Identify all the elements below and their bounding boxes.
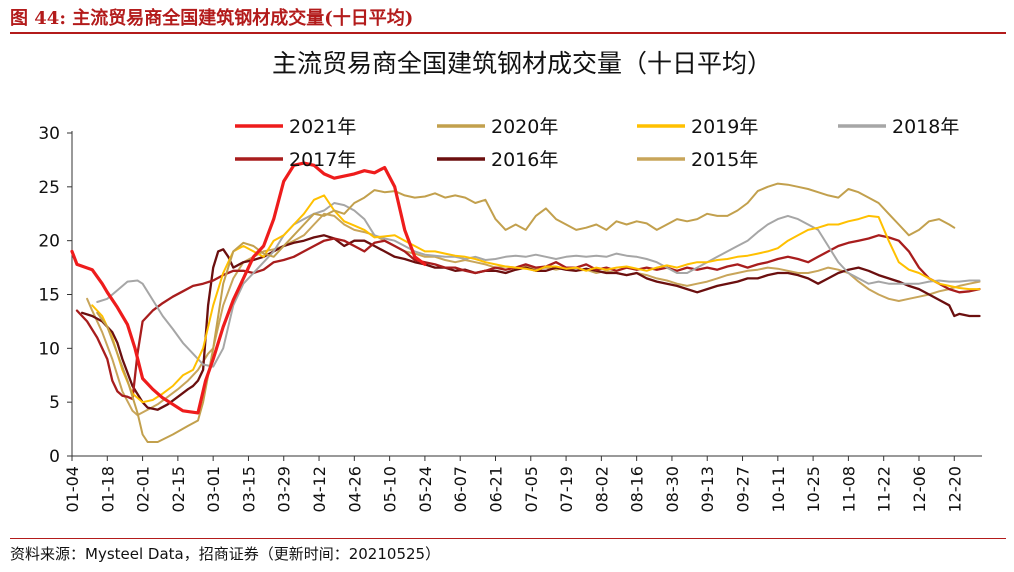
source-note: 资料来源：Mysteel Data，招商证券（更新时间：20210525） — [10, 545, 441, 563]
line-chart: 主流贸易商全国建筑钢材成交量（十日平均） 0 5 10 15 20 25 30 01-04 01… — [38, 49, 982, 513]
legend-label: 2019年 — [691, 116, 758, 138]
y-tick-label: 15 — [38, 286, 60, 306]
x-tick-label: 07-19 — [557, 466, 576, 513]
y-tick-label: 0 — [49, 447, 60, 467]
legend: 2021年 2020年 2019年 2018年 2017年 2016年 2015年 — [235, 116, 959, 171]
x-tick-label: 10-11 — [769, 466, 788, 513]
legend-label: 2021年 — [289, 116, 356, 138]
x-tick-label: 09-13 — [698, 466, 717, 513]
x-tick-label: 11-22 — [875, 466, 894, 513]
x-tick-label: 04-12 — [310, 466, 329, 513]
axes-group: 0 5 10 15 20 25 30 01-04 01-18 02-01 02-15 03-01 03-… — [38, 124, 982, 513]
series-line-2021 — [70, 161, 427, 415]
x-tick-label: 08-30 — [663, 466, 682, 513]
series-line-2016 — [80, 234, 981, 411]
x-tick-label: 06-07 — [451, 466, 470, 513]
x-tick-label: 08-02 — [592, 466, 611, 513]
x-tick-label: 10-25 — [804, 466, 823, 513]
legend-label: 2018年 — [892, 116, 959, 138]
figure-title: 图 44: 主流贸易商全国建筑钢材成交量(十日平均) — [10, 8, 414, 29]
chart-title: 主流贸易商全国建筑钢材成交量（十日平均） — [272, 49, 772, 78]
x-tick-label: 08-16 — [628, 466, 647, 513]
legend-label: 2015年 — [691, 149, 758, 171]
x-tick-label: 07-05 — [522, 466, 541, 513]
source-rule — [10, 538, 1006, 539]
x-tick-label: 12-20 — [945, 466, 964, 513]
y-tick-label: 5 — [49, 393, 60, 413]
x-tick-label: 06-21 — [486, 466, 505, 513]
x-tick-label: 11-08 — [839, 466, 858, 513]
x-tick-label: 12-06 — [910, 466, 929, 513]
title-rule — [10, 32, 1006, 34]
legend-label: 2020年 — [491, 116, 558, 138]
series-group — [70, 161, 981, 443]
x-tick-label: 02-01 — [134, 466, 153, 513]
x-tick-label: 01-18 — [98, 466, 117, 513]
y-tick-label: 10 — [38, 339, 60, 359]
x-tick-label: 03-15 — [239, 466, 258, 513]
x-tick-label: 01-04 — [63, 466, 82, 513]
legend-label: 2017年 — [289, 149, 356, 171]
series-line-2018 — [96, 202, 981, 368]
series-line-2017 — [75, 234, 981, 401]
x-tick-label: 02-15 — [169, 466, 188, 513]
x-tick-label: 03-29 — [275, 466, 294, 513]
y-tick-label: 25 — [38, 178, 60, 198]
x-tick-label: 03-01 — [204, 466, 223, 513]
x-tick-label: 05-24 — [416, 466, 435, 513]
x-tick-label: 09-27 — [734, 466, 753, 513]
legend-label: 2016年 — [491, 149, 558, 171]
series-line-2020 — [96, 182, 956, 443]
y-tick-label: 30 — [38, 124, 60, 144]
x-tick-label: 04-26 — [345, 466, 364, 513]
y-tick-label: 20 — [38, 232, 60, 252]
x-tick-label: 05-10 — [381, 466, 400, 513]
series-line-2019 — [91, 194, 981, 404]
